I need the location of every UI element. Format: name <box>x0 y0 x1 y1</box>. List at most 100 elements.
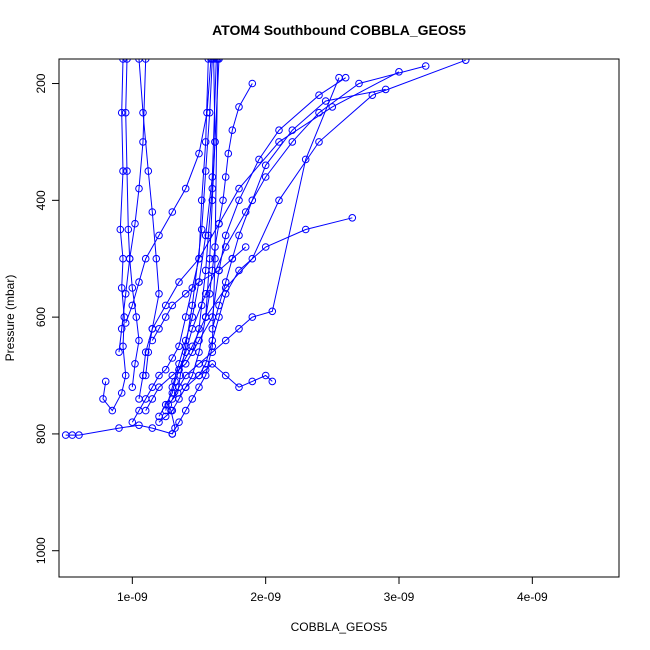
data-point <box>139 371 147 380</box>
series-line <box>205 83 253 318</box>
data-point <box>235 103 243 111</box>
series-line <box>125 59 212 324</box>
data-point <box>161 412 170 421</box>
data-point <box>235 231 243 240</box>
data-point <box>195 254 203 263</box>
data-point <box>248 377 257 386</box>
series-line <box>118 59 147 353</box>
data-point <box>197 301 206 310</box>
y-tick-label: 800 <box>34 424 48 444</box>
x-tick-label: 2e-09 <box>250 590 281 604</box>
data-point <box>175 342 183 351</box>
data-point <box>261 243 270 251</box>
data-point <box>155 418 163 427</box>
series-line <box>198 363 273 388</box>
data-point <box>197 196 206 205</box>
data-point <box>348 214 357 222</box>
x-axis-label: COBBLA_GEOS5 <box>291 620 388 634</box>
data-point <box>188 284 197 292</box>
series-line <box>102 59 127 412</box>
data-point <box>121 371 130 380</box>
data-point <box>155 231 163 240</box>
data-point <box>221 231 230 240</box>
data-point <box>144 167 153 175</box>
data-point <box>131 219 139 228</box>
chart-title: ATOM4 Southbound COBBLA_GEOS5 <box>212 22 466 38</box>
data-point <box>128 284 137 292</box>
series-5 <box>141 73 350 415</box>
data-point <box>168 354 177 362</box>
plot-area <box>61 59 470 439</box>
data-point <box>195 149 203 158</box>
data-point <box>101 377 110 386</box>
data-point <box>248 254 257 263</box>
data-point <box>139 108 147 117</box>
data-point <box>301 155 310 164</box>
data-point <box>161 365 170 374</box>
data-point <box>75 431 83 439</box>
data-point <box>115 424 123 432</box>
data-point <box>261 371 270 380</box>
data-point <box>421 62 430 70</box>
data-point <box>221 278 230 286</box>
data-point <box>116 225 125 234</box>
data-point <box>205 290 214 298</box>
y-axis-label: Pressure (mbar) <box>3 275 17 362</box>
series-10 <box>121 59 143 392</box>
series-line <box>131 59 209 423</box>
data-point <box>211 254 219 263</box>
data-point <box>117 389 126 397</box>
series-20 <box>115 59 150 357</box>
series-19 <box>148 243 250 345</box>
data-point <box>152 254 161 263</box>
series-line <box>125 59 140 388</box>
series-2 <box>99 59 130 415</box>
series-line <box>145 77 346 411</box>
data-point <box>211 243 219 251</box>
data-point <box>188 325 197 333</box>
series-12 <box>161 59 221 415</box>
series-14 <box>121 59 215 327</box>
data-point <box>203 108 211 117</box>
data-point <box>228 126 237 134</box>
data-point <box>148 208 157 216</box>
data-point <box>148 424 157 432</box>
data-point <box>188 313 197 321</box>
data-point <box>135 278 143 286</box>
data-point <box>117 325 126 333</box>
data-point <box>315 91 323 99</box>
data-point <box>197 225 206 234</box>
data-point <box>108 406 117 415</box>
series-line <box>171 59 219 435</box>
data-point <box>235 383 243 392</box>
data-point <box>168 383 177 392</box>
data-point <box>201 167 210 175</box>
data-point <box>275 126 283 134</box>
data-point <box>175 418 183 427</box>
data-point <box>275 196 283 205</box>
data-point <box>228 254 237 263</box>
series-16 <box>135 68 403 403</box>
data-point <box>99 395 107 403</box>
data-point <box>181 290 190 298</box>
data-point <box>128 383 137 392</box>
data-point <box>155 325 163 333</box>
data-point <box>235 196 243 205</box>
data-point <box>195 383 203 392</box>
data-point <box>115 348 123 357</box>
data-point <box>301 225 310 234</box>
data-point <box>181 406 190 415</box>
data-point <box>168 301 177 310</box>
data-point <box>135 336 143 345</box>
data-point <box>221 371 230 380</box>
data-point <box>117 284 126 292</box>
data-point <box>188 301 197 310</box>
plot-frame <box>58 58 620 578</box>
data-point <box>201 290 210 298</box>
data-point <box>175 360 183 368</box>
data-point <box>135 395 143 403</box>
data-point <box>268 377 277 386</box>
data-point <box>121 108 130 117</box>
data-point <box>161 400 170 409</box>
data-point <box>139 138 147 146</box>
